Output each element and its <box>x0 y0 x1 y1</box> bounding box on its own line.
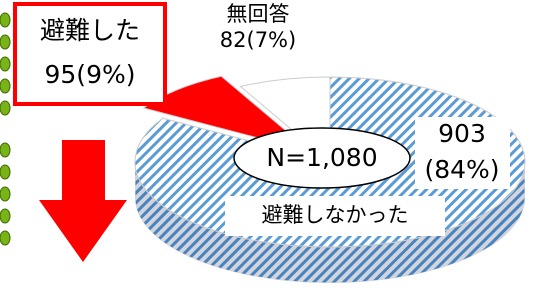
leaf-vine <box>0 13 10 245</box>
down-arrow <box>39 140 127 262</box>
chart: 避難した 95(9%) 無回答 82(7%) 903(84%) N=1,080 … <box>0 0 536 288</box>
value-label: 82(7%) <box>220 28 296 52</box>
category-label: 無回答 <box>227 2 290 26</box>
category-label: 避難しなかった <box>262 203 409 227</box>
total-label: N=1,080 <box>266 143 377 172</box>
category-label: 避難した <box>40 16 140 45</box>
value-label: 95(9%) <box>45 60 136 89</box>
